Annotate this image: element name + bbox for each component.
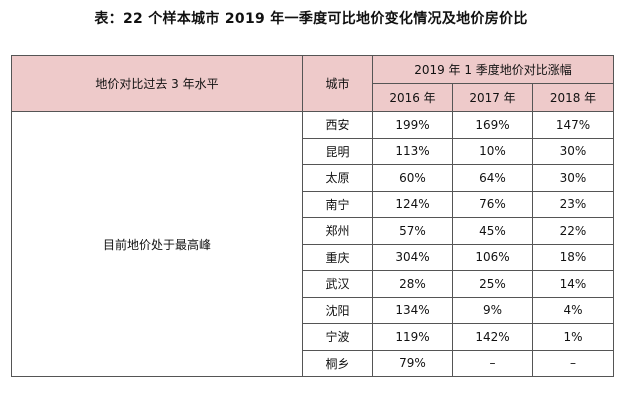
city-cell: 西安 xyxy=(302,111,373,139)
value-2018-cell: 14% xyxy=(532,270,614,298)
table-row: 昆明 113% 10% 30% xyxy=(12,137,614,165)
value-2016-cell: 304% xyxy=(372,243,453,271)
value-2016-cell: 124% xyxy=(372,190,453,218)
value-2017-cell: 9% xyxy=(452,296,533,324)
header-city: 城市 xyxy=(302,55,373,112)
value-2016-cell: 57% xyxy=(372,217,453,245)
header-row-1: 地价对比过去 3 年水平 城市 2019 年 1 季度地价对比涨幅 xyxy=(11,55,614,112)
header-year-2018: 2018 年 xyxy=(532,83,614,112)
city-cell: 武汉 xyxy=(302,270,373,298)
value-2016-cell: 60% xyxy=(372,164,453,192)
city-cell: 重庆 xyxy=(302,243,373,271)
value-2018-cell: 22% xyxy=(532,217,614,245)
value-2016-cell: 134% xyxy=(372,296,453,324)
value-2018-cell: 23% xyxy=(532,190,614,218)
city-cell: 宁波 xyxy=(302,323,373,351)
value-2016-cell: 28% xyxy=(372,270,453,298)
land-price-table: 地价对比过去 3 年水平 城市 2019 年 1 季度地价对比涨幅 2016 年… xyxy=(11,55,614,377)
header-row-2: 2016 年 2017 年 2018 年 xyxy=(12,83,614,112)
value-2016-cell: 119% xyxy=(372,323,453,351)
value-2017-cell: 25% xyxy=(452,270,533,298)
value-2018-cell: 4% xyxy=(532,296,614,324)
city-cell: 太原 xyxy=(302,164,373,192)
value-2018-cell: – xyxy=(532,349,614,377)
value-2017-cell: 10% xyxy=(452,137,533,165)
city-cell: 郑州 xyxy=(302,217,373,245)
table-row: 宁波 119% 142% 1% xyxy=(12,323,614,351)
value-2018-cell: 1% xyxy=(532,323,614,351)
group-label-cell: 目前地价处于最高峰 xyxy=(11,111,303,377)
table-row: 目前地价处于最高峰 西安 199% 169% 147% xyxy=(11,111,614,377)
value-2017-cell: 142% xyxy=(452,323,533,351)
table-row: 郑州 57% 45% 22% xyxy=(12,217,614,245)
city-cell: 桐乡 xyxy=(302,349,373,377)
page-title: 表：22 个样本城市 2019 年一季度可比地价变化情况及地价房价比 xyxy=(94,11,528,27)
table-row: 太原 60% 64% 30% xyxy=(12,164,614,192)
value-2018-cell: 147% xyxy=(532,111,614,139)
value-2017-cell: 106% xyxy=(452,243,533,271)
table-row: 南宁 124% 76% 23% xyxy=(12,190,614,218)
table-row: 重庆 304% 106% 18% xyxy=(12,243,614,271)
value-2018-cell: 18% xyxy=(532,243,614,271)
city-cell: 昆明 xyxy=(302,137,373,165)
value-2016-cell: 199% xyxy=(372,111,453,139)
value-2018-cell: 30% xyxy=(532,164,614,192)
value-2017-cell: – xyxy=(452,349,533,377)
table-row: 桐乡 79% – – xyxy=(12,349,614,377)
city-cell: 南宁 xyxy=(302,190,373,218)
table-body: 目前地价处于最高峰 西安 199% 169% 147% 昆明 113% 10% 30% 太原 60%… xyxy=(11,111,614,377)
value-2016-cell: 79% xyxy=(372,349,453,377)
table-header: 地价对比过去 3 年水平 城市 2019 年 1 季度地价对比涨幅 2016 年… xyxy=(11,55,614,112)
value-2016-cell: 113% xyxy=(372,137,453,165)
header-year-2017: 2017 年 xyxy=(452,83,533,112)
value-2017-cell: 64% xyxy=(452,164,533,192)
header-desc: 地价对比过去 3 年水平 xyxy=(11,55,303,112)
value-2017-cell: 76% xyxy=(452,190,533,218)
value-2017-cell: 45% xyxy=(452,217,533,245)
value-2017-cell: 169% xyxy=(452,111,533,139)
value-2018-cell: 30% xyxy=(532,137,614,165)
city-cell: 沈阳 xyxy=(302,296,373,324)
header-year-2016: 2016 年 xyxy=(372,83,453,112)
header-group: 2019 年 1 季度地价对比涨幅 xyxy=(372,55,614,84)
